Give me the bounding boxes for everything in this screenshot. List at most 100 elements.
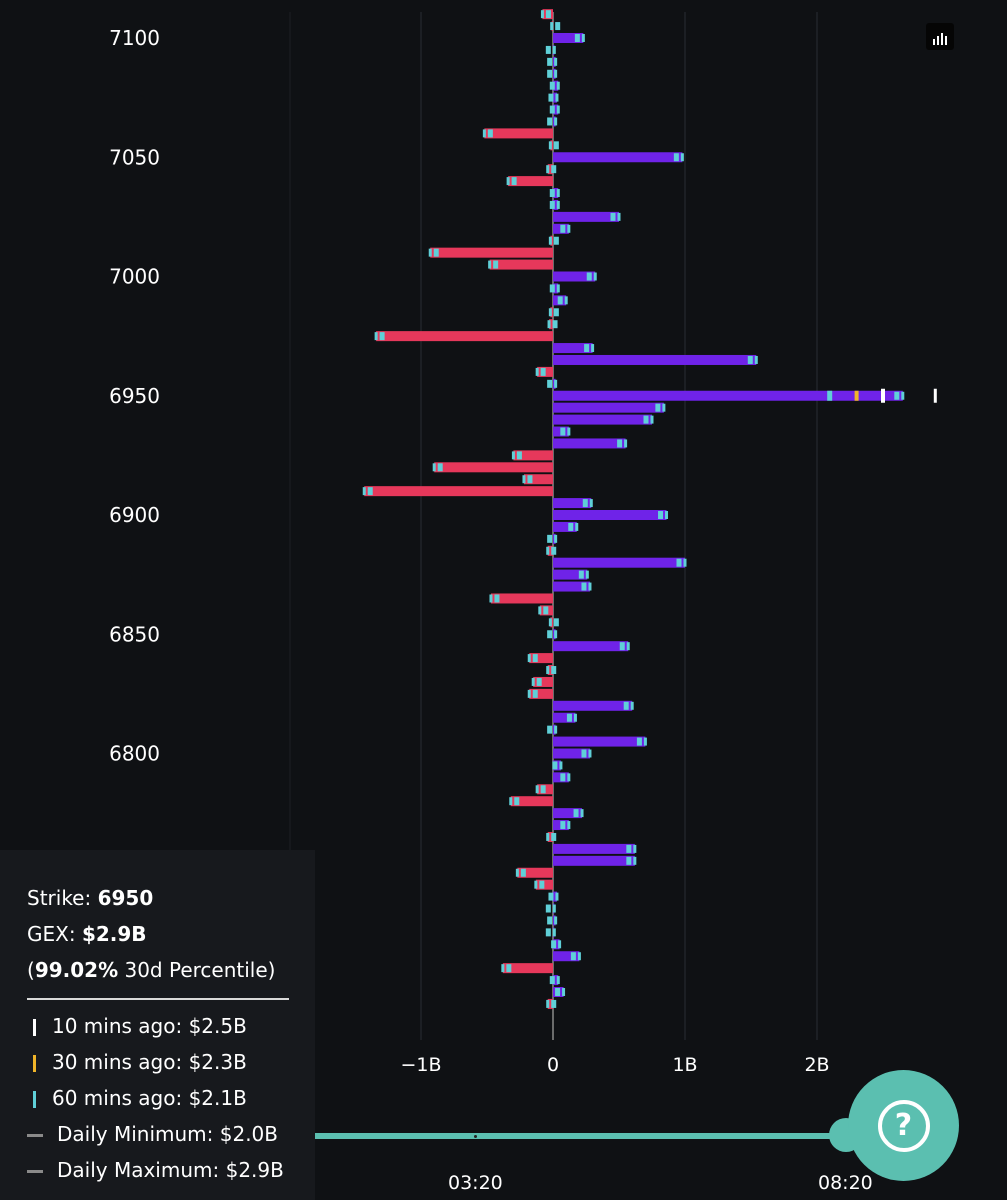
bar-6830 bbox=[531, 676, 553, 687]
bar-6855 bbox=[548, 617, 559, 628]
bar-tip-marker-7100 bbox=[581, 34, 585, 42]
bar-7005 bbox=[488, 259, 553, 270]
bar-6760 bbox=[553, 843, 637, 854]
marker-30min bbox=[854, 390, 859, 401]
bar-60min-marker-7035 bbox=[549, 189, 555, 198]
bar-7000 bbox=[553, 271, 597, 282]
bar-tip-marker-7045 bbox=[546, 165, 550, 174]
bar-60min-marker-6805 bbox=[636, 737, 642, 746]
bar-6860 bbox=[538, 605, 553, 616]
bar-tip-marker-6970 bbox=[591, 344, 595, 353]
bar-rect-7030 bbox=[553, 199, 559, 210]
bar-60min-marker-6705 bbox=[549, 976, 555, 985]
bar-rect-6920 bbox=[434, 462, 553, 473]
y-tick-label-6900: 6900 bbox=[109, 503, 160, 527]
bar-60min-marker-7065 bbox=[547, 117, 553, 126]
bar-60min-marker-7040 bbox=[511, 177, 517, 186]
bar-6910 bbox=[362, 486, 553, 497]
bar-60min-marker-6920 bbox=[437, 463, 443, 472]
bar-6700 bbox=[553, 987, 566, 997]
bar-tip-marker-6695 bbox=[546, 999, 550, 1008]
bar-6985 bbox=[548, 307, 559, 318]
bar-tip-marker-6880 bbox=[683, 558, 687, 567]
bar-rect-6820 bbox=[553, 700, 633, 711]
bar-6990 bbox=[553, 295, 568, 306]
bar-60min-marker-7045 bbox=[551, 165, 557, 174]
gray-dash-icon bbox=[27, 1134, 43, 1137]
bar-6775 bbox=[553, 808, 584, 819]
bar-60min-marker-6930 bbox=[617, 439, 623, 448]
bar-60min-marker-6910 bbox=[367, 487, 373, 496]
bar-60min-marker-6740 bbox=[548, 892, 554, 901]
bar-7095 bbox=[545, 44, 556, 55]
chart-menu-button[interactable] bbox=[926, 23, 954, 50]
bar-rect-6760 bbox=[553, 843, 635, 854]
bar-60min-marker-6750 bbox=[520, 868, 526, 877]
bar-tip-marker-6765 bbox=[546, 832, 550, 841]
x-tick-label-0: −1B bbox=[400, 1054, 441, 1076]
bar-tip-marker-6905 bbox=[589, 499, 593, 508]
bar-7030 bbox=[549, 199, 560, 210]
bar-tip-marker-6835 bbox=[546, 666, 550, 675]
bar-6725 bbox=[545, 927, 556, 938]
bar-tip-marker-6800 bbox=[588, 749, 592, 758]
help-button[interactable]: ? bbox=[848, 1070, 959, 1181]
bar-60min-marker-6945 bbox=[655, 403, 661, 412]
bar-6850 bbox=[547, 629, 558, 640]
bar-7090 bbox=[547, 56, 558, 67]
bar-rect-6815 bbox=[553, 712, 576, 723]
tooltip-strike: Strike: 6950 bbox=[27, 886, 154, 910]
bar-60min-marker-6825 bbox=[532, 689, 538, 698]
bar-rect-6975 bbox=[376, 331, 553, 342]
bar-tip-marker-7050 bbox=[680, 153, 684, 162]
bar-6925 bbox=[511, 450, 553, 461]
y-tick-label-6800: 6800 bbox=[109, 742, 160, 766]
bar-tip-marker-6810 bbox=[554, 725, 558, 734]
bar-tip-marker-7055 bbox=[548, 141, 552, 150]
bar-rect-7000 bbox=[553, 271, 596, 282]
bar-60min-marker-6700 bbox=[555, 988, 561, 996]
tooltip-percentile-value: 99.02% bbox=[34, 958, 119, 982]
time-slider-track[interactable] bbox=[315, 1133, 850, 1139]
bar-60min-marker-7005 bbox=[493, 260, 499, 269]
bar-tip-marker-6850 bbox=[554, 630, 558, 639]
bar-60min-marker-6985 bbox=[553, 308, 559, 317]
bar-7070 bbox=[549, 104, 560, 115]
bar-60min-marker-7010 bbox=[433, 248, 439, 257]
selected-markers bbox=[827, 388, 937, 403]
tooltip-10-mins: 10 mins ago: $2.5B bbox=[27, 1008, 315, 1044]
bar-60min-marker-6820 bbox=[623, 701, 629, 710]
bar-tip-marker-7110 bbox=[540, 10, 544, 19]
bar-tip-marker-6805 bbox=[643, 737, 647, 746]
bar-60min-marker-6720 bbox=[551, 940, 557, 949]
bar-60min-marker-6765 bbox=[551, 832, 557, 841]
bar-rect-6780 bbox=[510, 796, 553, 807]
bar-tip-marker-6795 bbox=[559, 761, 563, 770]
bar-tip-marker-6930 bbox=[624, 439, 628, 448]
bar-rect-6830 bbox=[533, 676, 553, 687]
bar-60min-marker-6850 bbox=[547, 630, 553, 639]
bar-tip-marker-6790 bbox=[567, 773, 571, 782]
bar-rect-6885 bbox=[547, 545, 553, 556]
bar-tip-marker-6955 bbox=[554, 379, 558, 388]
bar-rect-6895 bbox=[553, 521, 577, 532]
y-axis-labels: 7100 7050 7000 6950 6900 6850 6800 bbox=[109, 26, 160, 766]
bar-rect-6745 bbox=[535, 879, 553, 890]
bar-tip-marker-7035 bbox=[556, 189, 560, 198]
bar-tip-marker-6940 bbox=[650, 415, 654, 424]
bars-icon bbox=[933, 39, 935, 45]
bar-6930 bbox=[553, 438, 628, 449]
bar-60min-marker-6890 bbox=[547, 534, 553, 543]
bar-tip-marker-7080 bbox=[556, 81, 560, 90]
bar-rect-6970 bbox=[553, 343, 593, 354]
bar-60min-marker-6760 bbox=[626, 844, 632, 853]
bar-60min-marker-6840 bbox=[532, 654, 538, 663]
bar-rect-6825 bbox=[529, 688, 553, 699]
strike-tooltip: Strike: 6950 GEX: $2.9B (99.02% 30d Perc… bbox=[0, 850, 315, 1200]
bar-60min-marker-6900 bbox=[658, 511, 664, 519]
bar-tip-marker-6915 bbox=[522, 475, 526, 484]
bar-rect-7050 bbox=[553, 152, 683, 163]
bar-60min-marker-6950 bbox=[894, 391, 900, 400]
bar-60min-marker-7020 bbox=[560, 224, 566, 233]
